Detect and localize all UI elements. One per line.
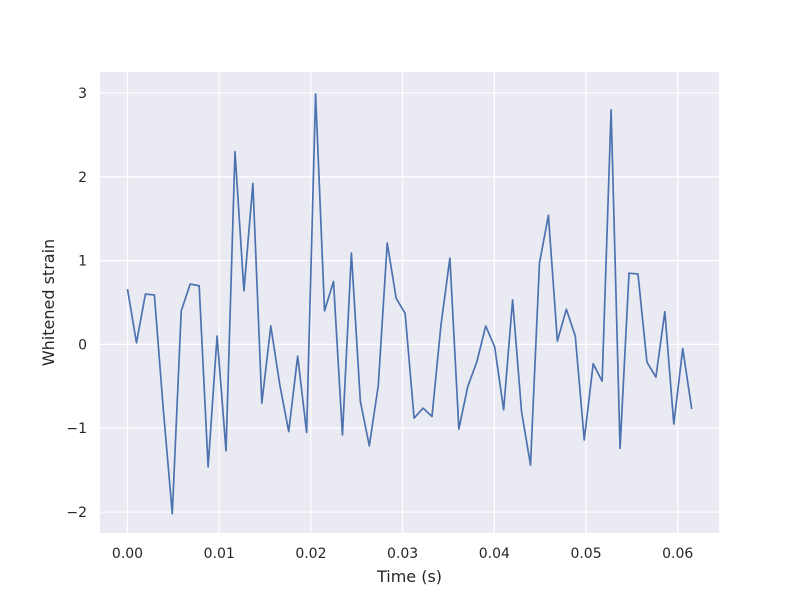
y-tick-label: 3 — [78, 86, 87, 102]
y-tick-label: 0 — [78, 337, 87, 353]
grid-lines — [100, 72, 719, 533]
x-axis: 0.00 0.01 0.02 0.03 0.04 0.05 0.06 — [112, 546, 693, 562]
y-tick-label: 2 — [78, 170, 87, 186]
x-tick-label: 0.02 — [295, 546, 326, 562]
x-axis-label: Time (s) — [376, 567, 442, 586]
series-layer — [126, 92, 693, 515]
plot-background — [100, 72, 719, 533]
x-tick-label: 0.04 — [479, 546, 510, 562]
x-tick-label: 0.06 — [662, 546, 693, 562]
y-tick-label: −1 — [66, 421, 87, 437]
x-tick-label: 0.01 — [204, 546, 235, 562]
y-axis: −2 −1 0 1 2 3 — [66, 86, 87, 521]
x-tick-label: 0.03 — [387, 546, 418, 562]
y-tick-label: 1 — [78, 254, 87, 270]
y-tick-label: −2 — [66, 505, 87, 521]
series-line — [126, 92, 693, 515]
x-tick-label: 0.00 — [112, 546, 143, 562]
x-tick-label: 0.05 — [570, 546, 601, 562]
y-axis-label: Whitened strain — [39, 239, 58, 366]
